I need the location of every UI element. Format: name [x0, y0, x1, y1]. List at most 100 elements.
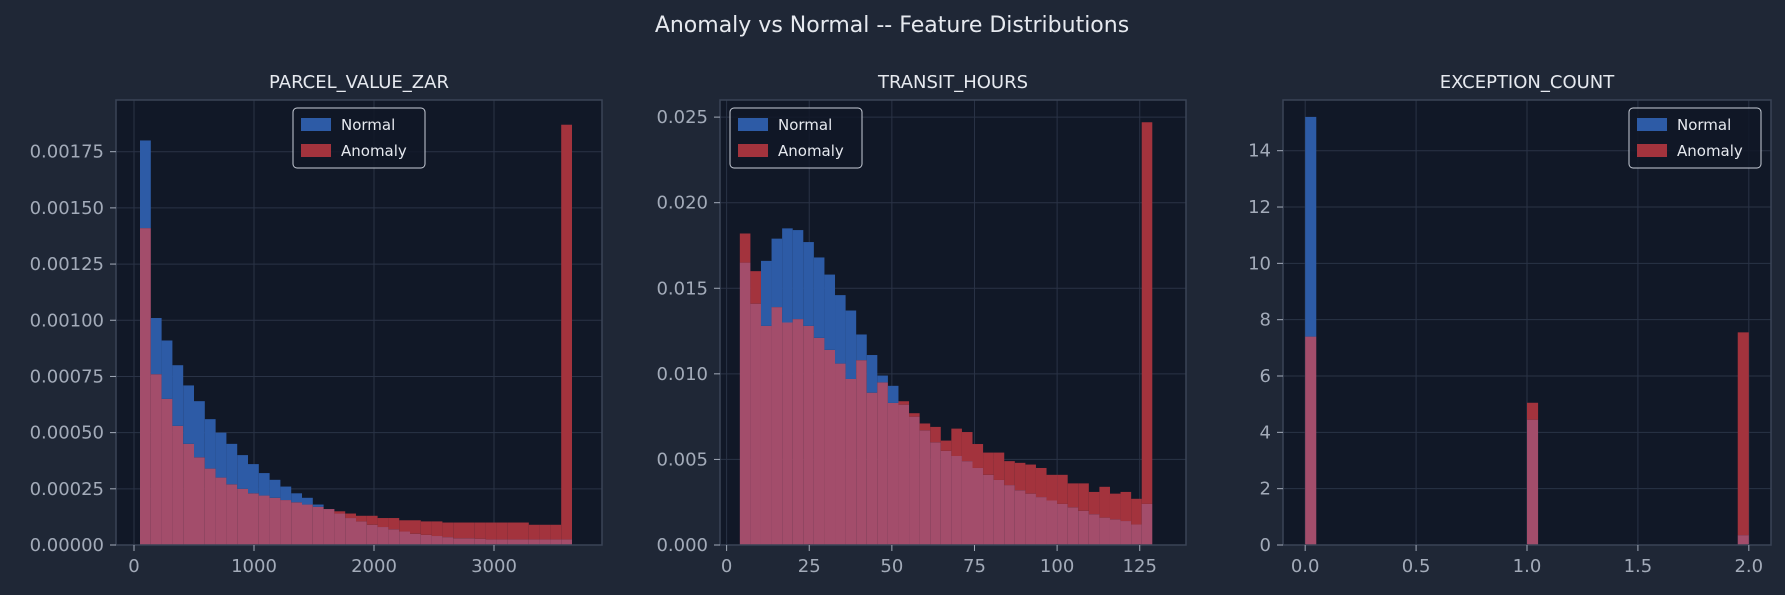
bar-normal	[760, 260, 772, 326]
bar-overlap	[792, 319, 804, 545]
bar-overlap	[464, 538, 475, 545]
bar-overlap	[539, 539, 551, 545]
bar-anomaly	[930, 426, 941, 443]
bar-anomaly	[1099, 486, 1110, 518]
bar-anomaly	[983, 452, 994, 475]
bar-overlap	[887, 402, 899, 545]
bar-anomaly	[961, 432, 973, 462]
bar-overlap	[150, 374, 162, 545]
bar-normal	[248, 464, 259, 494]
bar-overlap	[399, 531, 410, 545]
y-tick-label: 0.015	[656, 278, 708, 299]
bar-overlap	[356, 521, 367, 545]
chart-panel-2: 0 25 50 75 100 1250.0000.0050.0100.0150.0200.…	[656, 72, 1187, 577]
bar-overlap	[1046, 500, 1058, 545]
x-tick-label: 100	[1040, 556, 1074, 577]
y-tick-label: 0.00150	[30, 198, 104, 219]
bar-anomaly	[528, 524, 540, 540]
chart-panel-1: 0 1000 2000 3000 0.00000 0.00025 0.00050 0.0007…	[30, 72, 603, 577]
legend-label-normal: Normal	[341, 116, 395, 134]
bar-anomaly	[951, 428, 962, 456]
bar-overlap	[993, 479, 1005, 545]
bar-normal	[771, 238, 783, 308]
bar-normal	[813, 257, 825, 338]
figure-title: Anomaly vs Normal -- Feature Distributio…	[655, 13, 1129, 38]
bar-anomaly	[474, 522, 486, 539]
bar-anomaly	[388, 518, 400, 530]
legend: Normal Anomaly	[292, 107, 426, 169]
y-tick-label: 0.00100	[30, 310, 104, 331]
bar-normal	[280, 486, 292, 501]
bar-normal	[887, 385, 899, 403]
x-tick-label: 3000	[471, 556, 517, 577]
bar-anomaly	[420, 521, 432, 535]
bar-anomaly	[1067, 483, 1079, 508]
bar-normal	[226, 443, 238, 485]
x-tick-label: 2.0	[1734, 556, 1763, 577]
bar-normal	[194, 401, 205, 458]
bar-overlap	[248, 493, 259, 545]
bar-anomaly	[356, 515, 367, 522]
bar-overlap	[898, 404, 910, 545]
bar-anomaly	[1046, 474, 1058, 501]
bar-anomaly	[1088, 491, 1100, 515]
chart-panels: 0 1000 2000 30000.000000.000250.000500.0007…	[30, 72, 1772, 577]
bar-overlap	[183, 443, 194, 545]
bar-overlap	[215, 477, 227, 545]
bar-anomaly	[1014, 462, 1026, 491]
y-tick-label: 0.00075	[30, 366, 104, 387]
bar-overlap	[803, 325, 814, 545]
bar-overlap	[782, 322, 793, 545]
bar-overlap	[269, 497, 281, 545]
plot-frame	[115, 99, 603, 546]
x-axis-ticks: 0 25 50 75 100 125	[721, 545, 1157, 577]
bar-overlap	[961, 461, 973, 545]
bar-overlap	[1004, 485, 1015, 545]
bar-overlap	[845, 378, 857, 545]
bar-anomaly	[561, 124, 572, 540]
bar-anomaly	[1131, 498, 1142, 525]
bar-anomaly	[750, 271, 761, 304]
bar-anomaly	[1078, 483, 1089, 511]
plot-frame	[719, 99, 1187, 546]
bar-overlap	[835, 363, 846, 545]
y-axis-ticks: 0.000 0.005 0.010 0.015 0.020 0.025	[656, 107, 720, 556]
bar-normal	[782, 228, 793, 323]
bar-overlap	[561, 539, 572, 545]
bar-overlap	[813, 337, 825, 545]
bar-normal	[866, 355, 878, 393]
bars	[140, 124, 572, 545]
bar-normal	[215, 432, 227, 478]
bar-overlap	[453, 538, 464, 545]
legend-swatch-normal	[738, 118, 768, 131]
bar-anomaly	[1109, 493, 1121, 520]
bar-normal	[161, 340, 173, 399]
bar-overlap	[1025, 493, 1036, 545]
bar-anomaly	[1035, 467, 1047, 498]
bars	[1305, 116, 1749, 545]
x-tick-label: 0	[128, 556, 139, 577]
y-tick-label: 4	[1260, 422, 1271, 443]
bar-anomaly	[539, 524, 551, 540]
bar-overlap	[410, 533, 421, 545]
y-tick-label: 0.000	[656, 535, 708, 556]
bar-overlap	[1035, 497, 1047, 545]
bar-normal	[856, 334, 867, 361]
y-tick-label: 14	[1248, 141, 1271, 162]
bar-normal	[291, 493, 302, 503]
bar-anomaly	[1120, 491, 1132, 522]
y-tick-label: 2	[1260, 479, 1271, 500]
bar-anomaly	[518, 522, 529, 540]
bar-overlap	[507, 539, 518, 545]
bar-overlap	[194, 457, 205, 545]
bar-overlap	[972, 467, 984, 545]
y-tick-label: 0.025	[656, 107, 708, 128]
legend-swatch-normal	[1637, 118, 1667, 131]
bar-overlap	[280, 500, 292, 545]
x-tick-label: 25	[798, 556, 821, 577]
legend: Normal Anomaly	[1628, 107, 1762, 169]
bar-overlap	[258, 495, 270, 545]
y-tick-label: 12	[1248, 197, 1271, 218]
bar-normal	[258, 473, 270, 496]
bar-overlap	[140, 228, 151, 545]
